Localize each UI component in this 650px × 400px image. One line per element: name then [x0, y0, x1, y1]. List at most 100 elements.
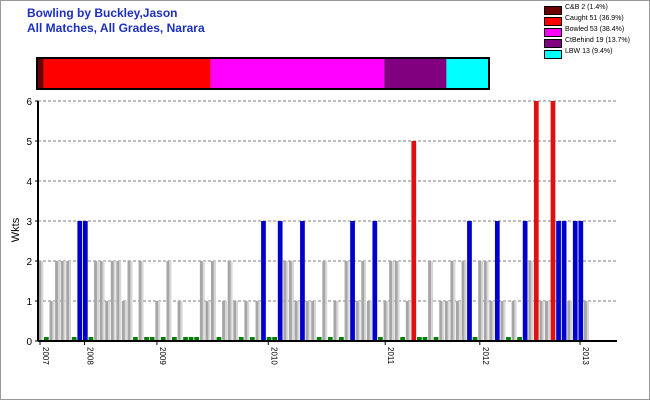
wickets-bar: [38, 261, 44, 341]
wickets-bar: [77, 221, 83, 341]
wickets-bar: [517, 337, 522, 341]
wickets-bar-highlight: [464, 261, 467, 341]
wickets-bar: [533, 101, 539, 341]
wickets-bar: [389, 261, 394, 341]
wickets-bar-highlight: [52, 301, 55, 341]
wickets-bar-highlight: [486, 261, 489, 341]
wickets-bar: [572, 221, 578, 341]
wickets-bar-highlight: [453, 261, 456, 341]
wickets-bar: [183, 337, 188, 341]
wickets-bar: [105, 301, 110, 341]
wickets-bar: [472, 337, 478, 341]
wickets-bar: [99, 261, 105, 341]
x-tick-label: 2011: [386, 347, 395, 365]
wickets-bar: [433, 337, 439, 341]
y-tick-label: 1: [26, 297, 32, 308]
wickets-bar: [110, 261, 116, 341]
wickets-bar: [294, 301, 300, 341]
wickets-bar: [121, 301, 127, 341]
wickets-bar: [327, 337, 333, 341]
wickets-bar: [567, 301, 573, 341]
wickets-bar: [66, 261, 71, 341]
wickets-bar: [43, 337, 49, 341]
y-tick-labels: 0 1 2 3 4 5 6: [26, 97, 32, 348]
y-tick-label: 4: [26, 177, 32, 188]
wickets-bar: [478, 261, 483, 341]
y-tick-label: 3: [26, 217, 32, 228]
wickets-bar: [127, 261, 133, 341]
wickets-bar-highlight: [430, 261, 433, 341]
wickets-bar-highlight: [447, 301, 450, 341]
x-tick-labels: 2007 2008 2009 2010 2011 2012 2013: [41, 347, 590, 365]
wickets-bar: [82, 221, 88, 341]
wickets-bar: [372, 221, 378, 341]
wickets-bar: [522, 221, 528, 341]
wickets-bar: [249, 337, 255, 341]
wickets-bar-highlight: [63, 261, 66, 341]
legend-label-ctbehind: CtBehind 19 (13.7%): [565, 37, 630, 44]
wickets-bar: [394, 261, 400, 341]
legend-swatch-cab: [544, 6, 562, 15]
wickets-bar-highlight: [336, 301, 339, 341]
wickets-bars: [38, 101, 589, 341]
wickets-bar: [378, 337, 383, 341]
wickets-bar: [205, 301, 211, 341]
wickets-bar-highlight: [347, 261, 350, 341]
wickets-bar: [511, 301, 517, 341]
wickets-bar: [300, 221, 305, 341]
legend-swatch-lbw: [544, 50, 562, 59]
wickets-bar-highlight: [57, 261, 60, 341]
x-tick-label: 2007: [41, 347, 50, 365]
wickets-bar: [428, 261, 433, 341]
wickets-bar-highlight: [230, 261, 233, 341]
wickets-bar: [539, 301, 545, 341]
wickets-bar: [500, 301, 506, 341]
wickets-bar-highlight: [108, 301, 110, 341]
legend-swatch-bowled: [544, 28, 562, 37]
y-tick-label: 2: [26, 257, 32, 268]
wickets-bar: [211, 261, 216, 341]
wickets-bar-highlight: [358, 301, 361, 341]
wickets-bar: [561, 221, 567, 341]
wickets-bar: [288, 261, 294, 341]
wickets-bar-highlight: [514, 301, 517, 341]
wickets-bar: [238, 337, 244, 341]
wickets-bar-highlight: [408, 301, 411, 341]
dismissal-segment-lbw: [446, 58, 489, 89]
wickets-bar: [272, 337, 277, 341]
wickets-bar-highlight: [492, 301, 495, 341]
wickets-bar: [305, 301, 311, 341]
wickets-bar: [494, 221, 500, 341]
wickets-bar-highlight: [224, 301, 227, 341]
wickets-bar-highlight: [158, 301, 161, 341]
chart-subtitle: All Matches, All Grades, Narara: [27, 21, 205, 35]
wickets-bar: [166, 261, 172, 341]
wickets-bar: [216, 337, 222, 341]
wickets-bar: [333, 301, 339, 341]
wickets-bar-highlight: [397, 261, 400, 341]
wickets-bar-highlight: [442, 301, 444, 341]
wickets-bar: [339, 337, 344, 341]
x-tick-label: 2013: [581, 347, 590, 365]
wickets-bar-highlight: [547, 301, 550, 341]
wickets-bar: [266, 337, 272, 341]
legend-label-cab: C&B 2 (1.4%): [565, 4, 608, 11]
wickets-bar: [227, 261, 233, 341]
wickets-bar: [233, 301, 239, 341]
wickets-bar-highlight: [297, 301, 300, 341]
wickets-bar: [439, 301, 444, 341]
y-tick-label: 0: [26, 337, 32, 348]
wickets-bar: [467, 221, 472, 341]
wickets-bar: [138, 261, 144, 341]
wickets-bar-highlight: [141, 261, 144, 341]
wickets-bar: [584, 301, 589, 341]
wickets-bar: [172, 337, 177, 341]
wickets-bar-highlight: [124, 301, 127, 341]
wickets-bar-highlight: [236, 301, 239, 341]
wickets-bar: [144, 337, 149, 341]
wickets-bar: [94, 261, 99, 341]
dismissal-segment-cb: [37, 58, 44, 89]
wickets-bar-highlight: [102, 261, 105, 341]
wickets-bar: [222, 301, 227, 341]
